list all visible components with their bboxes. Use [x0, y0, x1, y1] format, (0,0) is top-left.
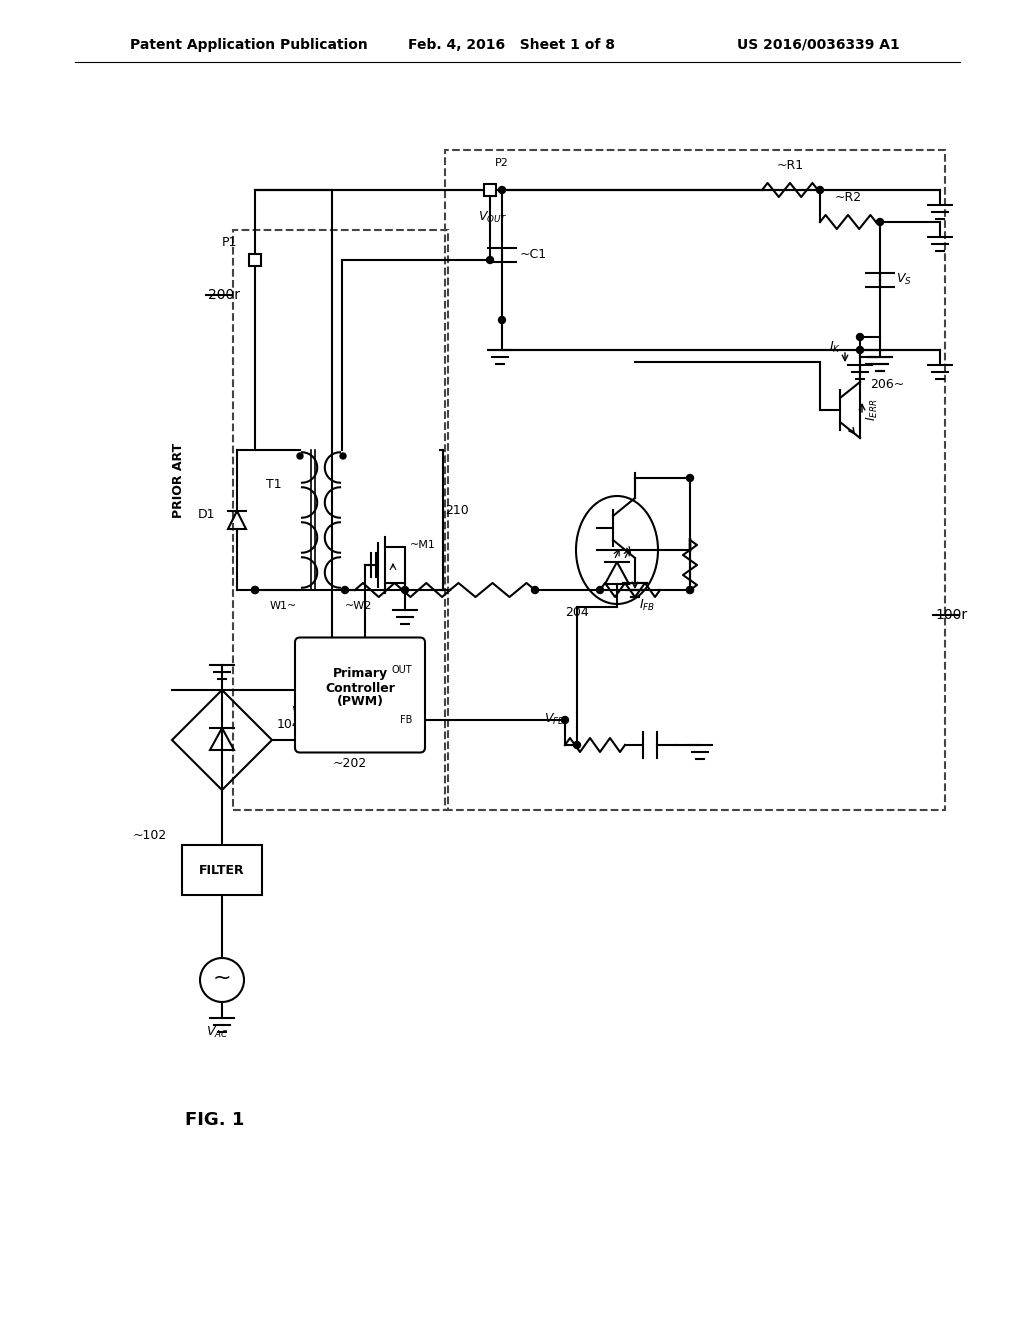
Text: $V_{OUT}$: $V_{OUT}$ — [478, 210, 508, 226]
Text: ~C1: ~C1 — [520, 248, 547, 261]
Text: OUT: OUT — [391, 665, 412, 675]
Text: 104: 104 — [278, 718, 301, 731]
Text: Feb. 4, 2016   Sheet 1 of 8: Feb. 4, 2016 Sheet 1 of 8 — [409, 38, 615, 51]
Text: Patent Application Publication: Patent Application Publication — [130, 38, 368, 51]
Bar — [233, 230, 449, 810]
Text: P2: P2 — [495, 158, 509, 168]
Bar — [249, 253, 261, 267]
Circle shape — [856, 346, 863, 354]
Text: $I_K$: $I_K$ — [829, 339, 841, 355]
Text: $V_{AC}$: $V_{AC}$ — [206, 1026, 228, 1040]
Circle shape — [597, 586, 603, 594]
Text: D1: D1 — [198, 508, 215, 521]
Text: ~202: ~202 — [333, 756, 368, 770]
Text: $I_{ERR}$: $I_{ERR}$ — [865, 399, 880, 421]
Text: $V_S$: $V_S$ — [896, 272, 911, 286]
Text: 206~: 206~ — [870, 379, 904, 392]
Text: 100r: 100r — [935, 609, 967, 622]
Circle shape — [686, 586, 693, 594]
Text: FILTER: FILTER — [200, 863, 245, 876]
Circle shape — [297, 453, 303, 459]
Circle shape — [856, 334, 863, 341]
Circle shape — [252, 586, 258, 594]
Text: ~M1: ~M1 — [410, 540, 436, 550]
Text: FB: FB — [399, 715, 412, 725]
Text: ~: ~ — [213, 968, 231, 987]
Circle shape — [877, 219, 884, 226]
Text: Primary: Primary — [333, 667, 387, 680]
Text: $V_{FB}$: $V_{FB}$ — [545, 711, 565, 727]
FancyBboxPatch shape — [295, 638, 425, 752]
Circle shape — [499, 186, 506, 194]
Text: ~106: ~106 — [350, 726, 384, 738]
Text: $I_{FB}$: $I_{FB}$ — [639, 598, 655, 612]
Bar — [182, 845, 262, 895]
Text: $V_{IN}$: $V_{IN}$ — [291, 705, 310, 719]
Circle shape — [341, 586, 348, 594]
Circle shape — [686, 474, 693, 482]
Text: 210: 210 — [445, 503, 469, 516]
Bar — [484, 183, 496, 195]
Text: 204: 204 — [565, 606, 589, 619]
Circle shape — [573, 742, 581, 748]
Text: ~R2: ~R2 — [835, 191, 861, 205]
Circle shape — [531, 586, 539, 594]
Text: ~R1: ~R1 — [776, 158, 804, 172]
Text: ~W2: ~W2 — [345, 601, 373, 611]
Circle shape — [561, 717, 568, 723]
Bar — [445, 150, 945, 810]
Text: FIG. 1: FIG. 1 — [185, 1111, 245, 1129]
Text: W1~: W1~ — [269, 601, 297, 611]
Text: PRIOR ART: PRIOR ART — [171, 442, 184, 517]
Text: T1: T1 — [266, 479, 282, 491]
Text: P1: P1 — [221, 235, 237, 248]
Text: (PWM): (PWM) — [337, 696, 384, 709]
Circle shape — [816, 186, 823, 194]
Text: 200r: 200r — [208, 288, 240, 302]
Text: Controller: Controller — [325, 681, 395, 694]
Circle shape — [499, 317, 506, 323]
Circle shape — [340, 453, 346, 459]
Circle shape — [686, 586, 693, 594]
Text: ~102: ~102 — [133, 829, 167, 842]
Circle shape — [252, 586, 258, 594]
Circle shape — [401, 586, 409, 594]
Text: US 2016/0036339 A1: US 2016/0036339 A1 — [737, 38, 900, 51]
Circle shape — [486, 256, 494, 264]
